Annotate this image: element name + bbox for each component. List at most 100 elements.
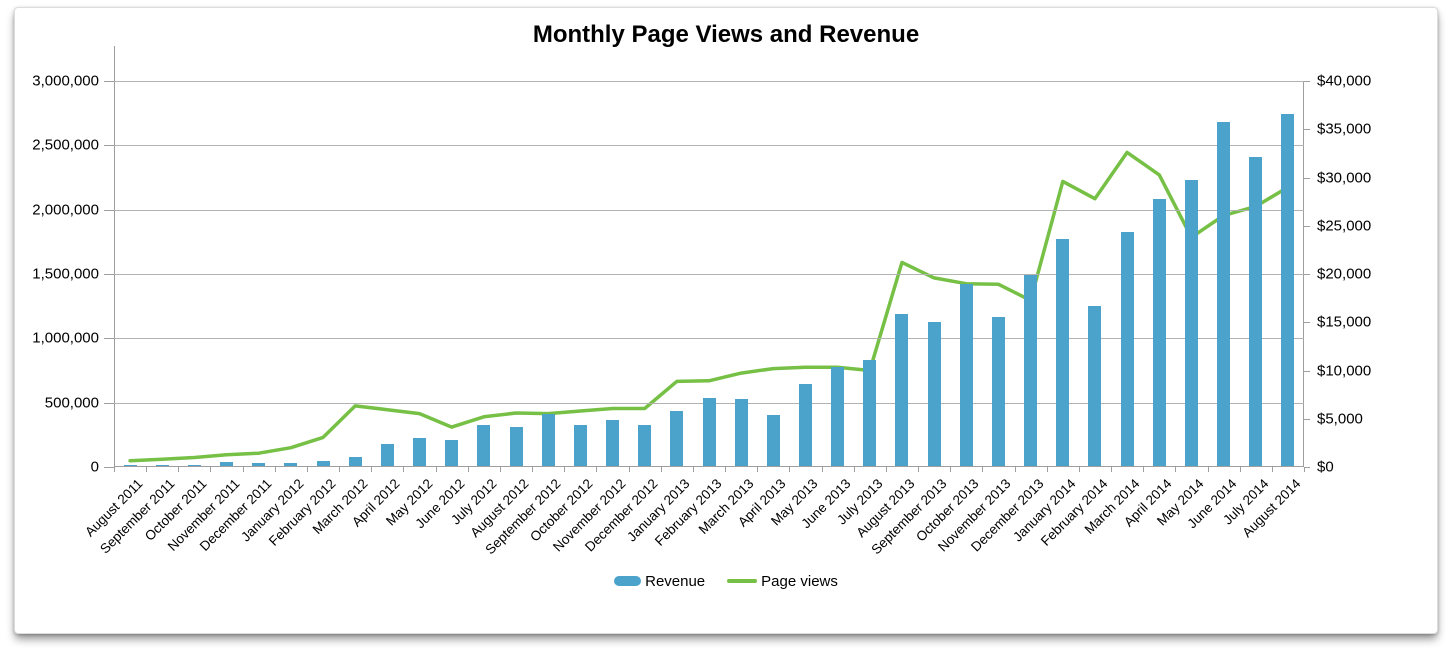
left-y-axis-line	[114, 46, 115, 467]
x-axis-tick	[339, 467, 341, 472]
x-axis-tick	[1175, 467, 1177, 472]
revenue-bar	[220, 462, 234, 466]
revenue-bar	[123, 464, 137, 466]
plot-area: 0 500,000 1,000,000 1,500,000 2,000,000 2,500…	[32, 46, 1371, 476]
revenue-bar	[1152, 199, 1166, 466]
x-axis-tick	[821, 467, 823, 472]
revenue-bar	[316, 460, 330, 466]
revenue-bar	[991, 317, 1005, 466]
x-axis-tick	[1014, 467, 1016, 472]
left-axis-label: 0	[90, 458, 99, 476]
chart-panel: Monthly Page Views and Revenue 0 500,000 1…	[14, 7, 1438, 634]
gridline	[114, 338, 1304, 340]
right-axis-label: $0	[1317, 458, 1334, 476]
x-axis-tick	[532, 467, 534, 472]
revenue-bar	[573, 424, 587, 466]
chart-title: Monthly Page Views and Revenue	[532, 21, 920, 48]
right-axis-tick	[1304, 225, 1310, 227]
gridline	[114, 81, 1304, 82]
x-axis-tick	[371, 467, 373, 472]
x-axis-tick	[918, 467, 920, 472]
revenue-bar	[445, 439, 459, 466]
x-axis-tick	[853, 467, 855, 472]
x-axis-line	[114, 466, 1304, 467]
revenue-bar	[798, 384, 812, 466]
revenue-bar	[477, 424, 491, 466]
right-axis-tick	[1304, 467, 1310, 468]
x-axis-tick	[467, 467, 469, 472]
x-axis-tick	[1207, 467, 1209, 472]
revenue-bar	[187, 464, 201, 466]
revenue-bar	[638, 424, 652, 466]
right-axis-label: $25,000	[1317, 217, 1372, 235]
x-axis-tick	[435, 467, 437, 472]
gridline	[114, 274, 1304, 275]
revenue-bar	[670, 411, 684, 466]
right-axis-tick	[1304, 177, 1310, 179]
right-axis-label: $30,000	[1317, 169, 1372, 186]
revenue-bar	[509, 426, 523, 466]
right-axis-tick	[1304, 274, 1310, 275]
right-axis-tick	[1304, 81, 1310, 82]
legend-pageviews-swatch	[727, 579, 758, 583]
left-axis-label: 500,000	[44, 394, 99, 412]
revenue-bar	[734, 398, 748, 466]
revenue-bar	[348, 456, 362, 466]
right-axis-label: $5,000	[1317, 410, 1363, 428]
x-axis-tick	[146, 467, 148, 472]
x-axis-tick	[950, 467, 952, 472]
revenue-bar	[1056, 239, 1070, 466]
right-axis-label: $15,000	[1317, 313, 1372, 331]
revenue-bar	[959, 283, 973, 466]
x-axis-tick	[1078, 467, 1080, 472]
revenue-bar	[1024, 274, 1038, 466]
pageviews-line	[128, 150, 1290, 463]
x-axis-labels: August 2011 September 2011 October 2011 Nov…	[82, 468, 1304, 573]
x-axis-tick	[1111, 467, 1113, 472]
legend-pageviews-label: Page views	[761, 572, 838, 590]
x-axis-tick	[274, 467, 276, 472]
left-axis-label: 1,500,000	[32, 265, 99, 283]
gridline	[114, 145, 1304, 147]
x-axis-tick	[628, 467, 630, 472]
revenue-bar	[284, 463, 298, 466]
left-axis-label: 2,500,000	[32, 136, 99, 154]
left-axis-label: 3,000,000	[32, 72, 99, 90]
right-axis-label: $10,000	[1317, 362, 1372, 379]
right-axis-tick	[1304, 370, 1310, 372]
revenue-bar	[895, 313, 909, 466]
x-axis-tick	[114, 467, 115, 472]
revenue-bar	[863, 359, 877, 466]
revenue-bar	[1088, 306, 1102, 466]
left-axis-tick	[104, 338, 114, 340]
x-axis-tick	[692, 467, 694, 472]
left-axis-label: 2,000,000	[32, 201, 99, 219]
left-axis-tick	[104, 274, 114, 275]
x-axis-tick	[725, 467, 727, 472]
revenue-bar	[927, 322, 941, 466]
revenue-bar	[1120, 231, 1134, 466]
x-axis-tick	[499, 467, 501, 472]
x-axis-tick	[885, 467, 887, 472]
x-axis-tick	[660, 467, 662, 472]
gridline	[114, 209, 1304, 211]
x-axis-tick	[757, 467, 759, 472]
revenue-bar	[155, 464, 169, 466]
revenue-bar	[606, 420, 619, 466]
x-axis-tick	[242, 467, 244, 472]
revenue-bar	[1217, 122, 1231, 466]
left-axis-tick	[104, 402, 114, 404]
right-axis-tick	[1304, 322, 1310, 324]
x-axis-tick	[789, 467, 791, 472]
right-axis-tick	[1304, 129, 1310, 131]
revenue-bar	[380, 444, 394, 466]
right-axis-tick	[1304, 418, 1310, 420]
left-axis-label: 1,000,000	[32, 329, 99, 347]
revenue-bar	[766, 415, 780, 466]
left-axis-tick	[104, 81, 114, 82]
left-axis-tick	[104, 209, 114, 211]
legend: Revenue Page views	[15, 571, 1437, 591]
left-axis-tick	[104, 467, 114, 468]
revenue-bar	[413, 438, 427, 466]
x-axis-tick	[1143, 467, 1145, 472]
